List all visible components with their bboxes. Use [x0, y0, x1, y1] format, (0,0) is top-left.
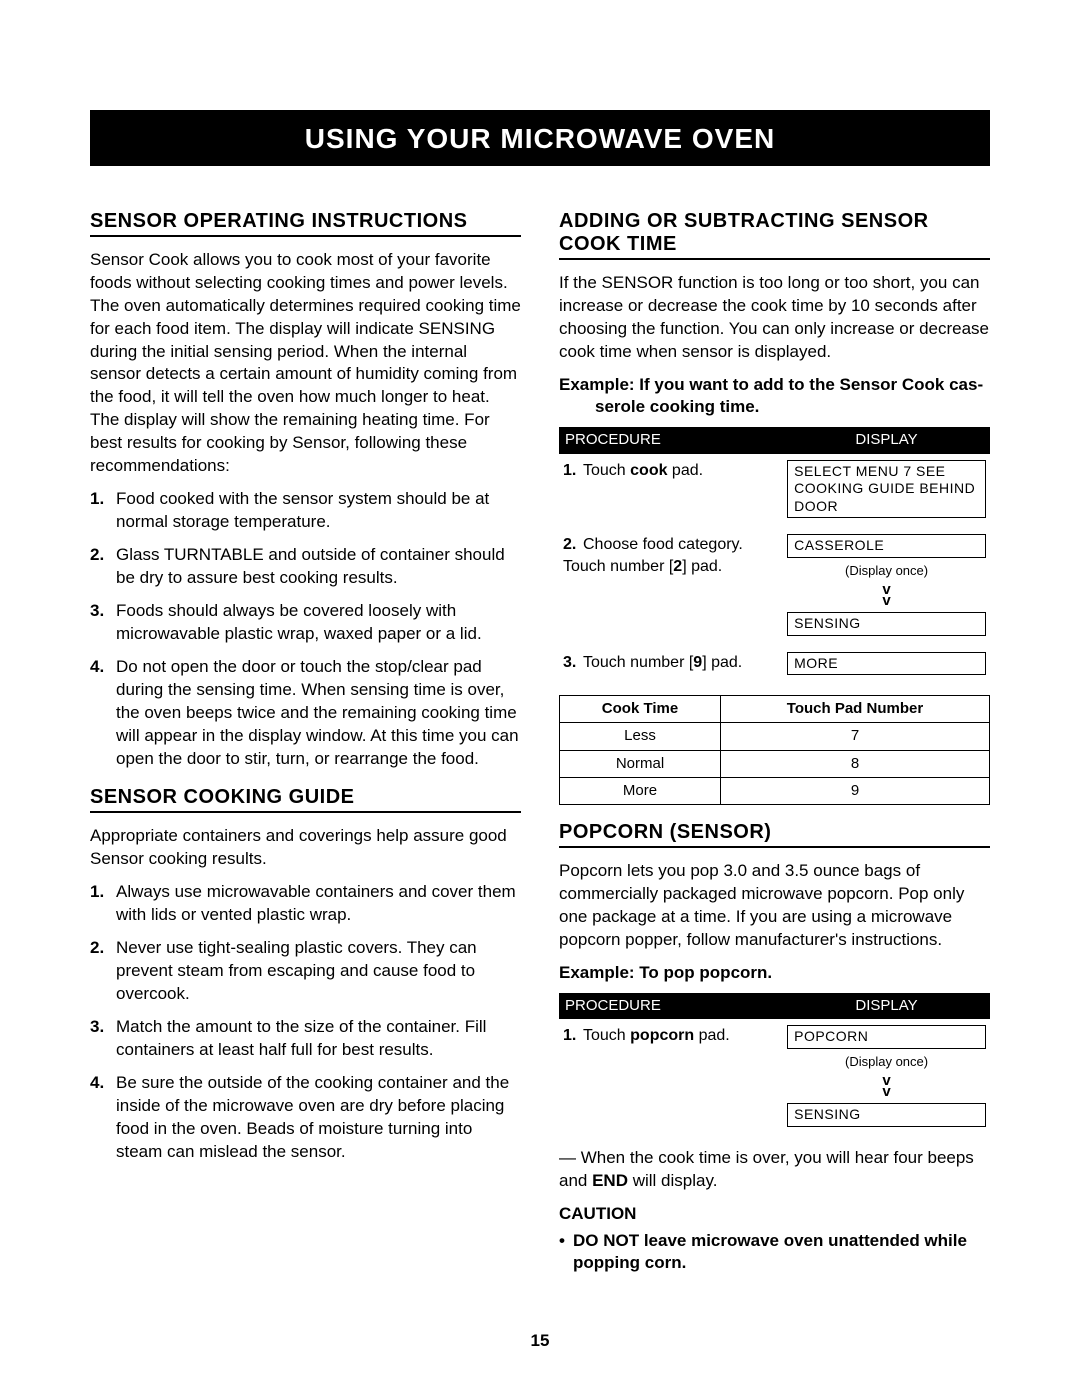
list-number: 4. [90, 1072, 116, 1164]
example-label: Example: To pop popcorn. [559, 962, 990, 985]
proc-step: 1.Touch cook pad. [559, 454, 783, 529]
page-number: 15 [0, 1330, 1080, 1353]
down-arrow-icon: vv [787, 585, 986, 606]
grid-cell: Less [560, 723, 721, 750]
guide-list: 1.Always use microwavable containers and… [90, 881, 521, 1163]
list-item: Match the amount to the size of the cont… [116, 1016, 521, 1062]
list-item: Be sure the outside of the cooking conta… [116, 1072, 521, 1164]
proc-display: MORE [783, 646, 990, 686]
procedure-table-1: PROCEDURE DISPLAY 1.Touch cook pad. SELE… [559, 427, 990, 685]
proc-display: CASSEROLE (Display once) vv SENSING [783, 528, 990, 646]
list-number: 1. [90, 881, 116, 927]
list-item: Foods should always be covered loosely w… [116, 600, 521, 646]
list-item: Always use microwavable containers and c… [116, 881, 521, 927]
left-column: SENSOR OPERATING INSTRUCTIONS Sensor Coo… [90, 194, 521, 1276]
proc-step: 3.Touch number [9] pad. [559, 646, 783, 686]
popcorn-intro: Popcorn lets you pop 3.0 and 3.5 ounce b… [559, 860, 990, 952]
list-number: 4. [90, 656, 116, 771]
list-number: 3. [90, 1016, 116, 1062]
sensor-recommendations: 1.Food cooked with the sensor system sho… [90, 488, 521, 770]
list-item: Do not open the door or touch the stop/c… [116, 656, 521, 771]
cooktime-grid: Cook TimeTouch Pad Number Less7 Normal8 … [559, 695, 990, 805]
list-number: 3. [90, 600, 116, 646]
heading-popcorn: POPCORN (SENSOR) [559, 821, 990, 848]
proc-display: POPCORN (Display once) vv SENSING [783, 1019, 990, 1137]
col-procedure: PROCEDURE [559, 427, 783, 453]
heading-sensor-operating: SENSOR OPERATING INSTRUCTIONS [90, 210, 521, 237]
col-display: DISPLAY [783, 427, 990, 453]
page-banner: USING YOUR MICROWAVE OVEN [90, 110, 990, 166]
grid-header: Cook Time [560, 696, 721, 723]
grid-cell: More [560, 777, 721, 804]
adjust-intro: If the SENSOR function is too long or to… [559, 272, 990, 364]
popcorn-after: — When the cook time is over, you will h… [559, 1147, 990, 1193]
caution-bullet: • DO NOT leave microwave oven unattended… [559, 1230, 990, 1276]
right-column: ADDING OR SUBTRACTING SENSOR COOK TIME I… [559, 194, 990, 1276]
caution-text: DO NOT leave microwave oven unattended w… [573, 1230, 990, 1276]
guide-intro: Appropriate containers and coverings hel… [90, 825, 521, 871]
grid-cell: Normal [560, 750, 721, 777]
list-number: 2. [90, 937, 116, 1006]
sensor-intro: Sensor Cook allows you to cook most of y… [90, 249, 521, 478]
grid-cell: 8 [720, 750, 989, 777]
proc-step: 1.Touch popcorn pad. [559, 1019, 783, 1137]
grid-cell: 9 [720, 777, 989, 804]
col-procedure: PROCEDURE [559, 993, 783, 1019]
caution-heading: CAUTION [559, 1203, 990, 1226]
list-item: Food cooked with the sensor system shoul… [116, 488, 521, 534]
list-number: 1. [90, 488, 116, 534]
col-display: DISPLAY [783, 993, 990, 1019]
list-number: 2. [90, 544, 116, 590]
procedure-table-2: PROCEDURE DISPLAY 1.Touch popcorn pad. P… [559, 993, 990, 1137]
grid-header: Touch Pad Number [720, 696, 989, 723]
grid-cell: 7 [720, 723, 989, 750]
heading-adding-subtracting: ADDING OR SUBTRACTING SENSOR COOK TIME [559, 210, 990, 260]
proc-display: SELECT MENU 7 SEE COOKING GUIDE BEHIND D… [783, 454, 990, 529]
heading-sensor-guide: SENSOR COOKING GUIDE [90, 786, 521, 813]
example-label: Example: If you want to add to the Senso… [559, 374, 990, 420]
list-item: Glass TURNTABLE and outside of container… [116, 544, 521, 590]
list-item: Never use tight-sealing plastic covers. … [116, 937, 521, 1006]
proc-step: 2.Choose food category. Touch number [2]… [559, 528, 783, 646]
down-arrow-icon: vv [787, 1076, 986, 1097]
two-column-layout: SENSOR OPERATING INSTRUCTIONS Sensor Coo… [90, 194, 990, 1276]
